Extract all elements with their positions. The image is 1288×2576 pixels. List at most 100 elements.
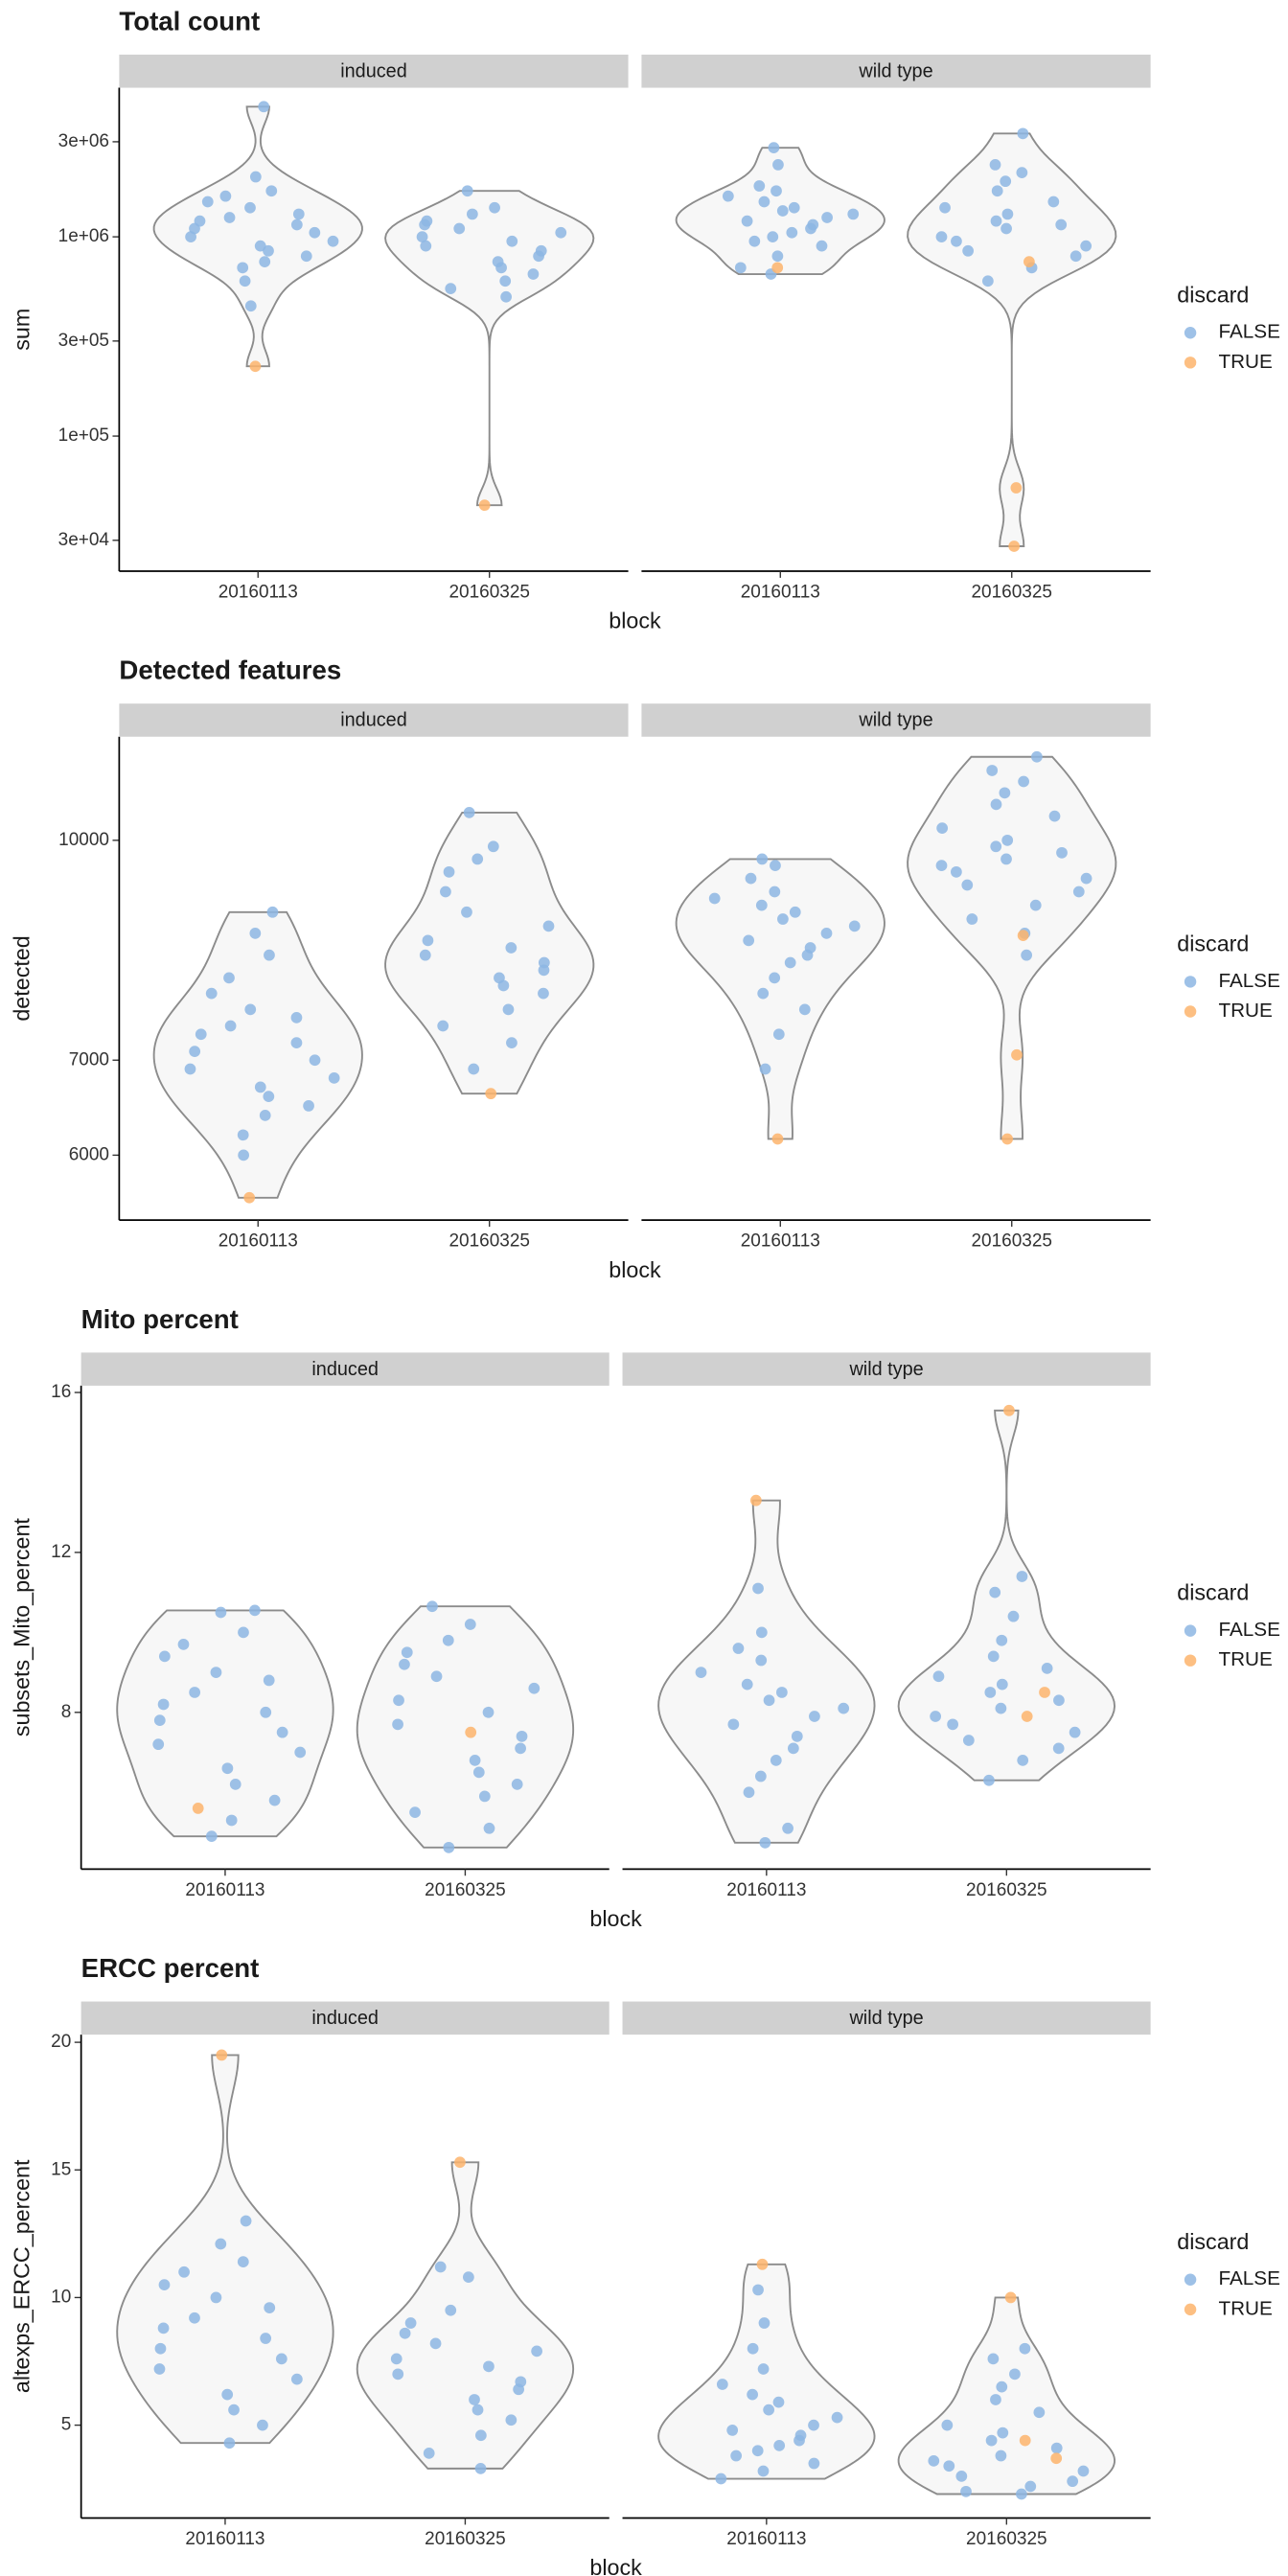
point [788, 201, 800, 214]
legend-label: TRUE [1218, 351, 1272, 373]
point [1011, 1048, 1023, 1061]
point [943, 2460, 955, 2472]
point [772, 2396, 785, 2408]
point [1003, 1404, 1015, 1416]
point [453, 222, 466, 235]
point [775, 1687, 788, 1698]
y-axis-title: altexps_ERCC_percent [9, 2159, 34, 2393]
point [1029, 899, 1042, 911]
point [777, 913, 789, 925]
point [185, 231, 196, 243]
point [1050, 2442, 1063, 2454]
point [244, 1003, 257, 1016]
point [1004, 2291, 1017, 2304]
point [401, 1646, 413, 1659]
point [768, 142, 780, 154]
point [189, 1687, 201, 1698]
point [791, 1730, 803, 1742]
point [1001, 834, 1014, 846]
point [399, 2327, 411, 2339]
point [511, 1779, 523, 1790]
strip [622, 2001, 1151, 2036]
point [722, 190, 734, 202]
point [469, 1754, 481, 1766]
point [770, 185, 782, 197]
strip [641, 703, 1151, 737]
point [445, 2304, 457, 2316]
violin [907, 755, 1117, 1140]
point [1021, 949, 1032, 961]
point [505, 942, 518, 954]
point [268, 1794, 281, 1806]
point [996, 2380, 1008, 2393]
point [1024, 2480, 1037, 2493]
point [157, 2322, 170, 2334]
point [732, 1643, 745, 1654]
point [741, 215, 753, 227]
point [237, 262, 249, 274]
point [443, 1841, 455, 1853]
point [758, 196, 770, 208]
point [935, 860, 948, 871]
point [205, 1830, 218, 1843]
point [528, 1682, 540, 1694]
point [489, 201, 500, 214]
point [1070, 250, 1082, 263]
point [748, 235, 761, 247]
point [695, 1667, 707, 1678]
point [472, 1766, 485, 1779]
legend-title: discard [1177, 932, 1249, 956]
violin [152, 910, 363, 1199]
point [327, 235, 339, 247]
point [249, 171, 262, 183]
point [483, 1822, 495, 1834]
point [392, 1718, 403, 1731]
strip-label: wild type [848, 1359, 923, 1380]
legend-title: discard [1177, 282, 1249, 307]
point [210, 1667, 222, 1678]
y-tick-label: 15 [51, 2159, 71, 2179]
point [1018, 775, 1029, 788]
panel-title: Detected features [119, 656, 341, 685]
point [1033, 2406, 1046, 2419]
point [726, 2425, 739, 2436]
point [1019, 2342, 1031, 2355]
point [1007, 1610, 1020, 1622]
strip [80, 2001, 610, 2036]
point [219, 190, 232, 202]
point [989, 159, 1001, 171]
point [201, 196, 214, 208]
point [275, 2353, 288, 2365]
point [229, 1779, 242, 1790]
point [930, 1711, 942, 1722]
x-tick-label: 20160113 [726, 1880, 806, 1900]
point [1052, 1742, 1065, 1755]
point [533, 250, 544, 263]
legend-key [1184, 327, 1197, 339]
y-tick-label: 10000 [58, 830, 109, 850]
point [928, 2455, 940, 2467]
legend-label: FALSE [1218, 1619, 1280, 1641]
point [259, 1110, 271, 1121]
point [399, 1658, 410, 1670]
x-tick-label: 20160325 [966, 1880, 1047, 1900]
x-axis-title: block [589, 2555, 642, 2576]
point [429, 2337, 442, 2350]
point [996, 1634, 1008, 1646]
violin [116, 2054, 334, 2445]
strip [119, 55, 629, 88]
point [531, 2345, 542, 2358]
point [184, 1063, 196, 1075]
point [499, 275, 512, 288]
point [838, 1702, 850, 1714]
point [1055, 218, 1068, 231]
point [1041, 1663, 1053, 1674]
point [468, 1063, 480, 1075]
legend-label: FALSE [1218, 970, 1280, 992]
point [962, 1735, 975, 1746]
point [392, 2368, 404, 2380]
y-tick-label: 5 [61, 2415, 72, 2435]
point [210, 2291, 222, 2304]
point [1031, 750, 1043, 763]
